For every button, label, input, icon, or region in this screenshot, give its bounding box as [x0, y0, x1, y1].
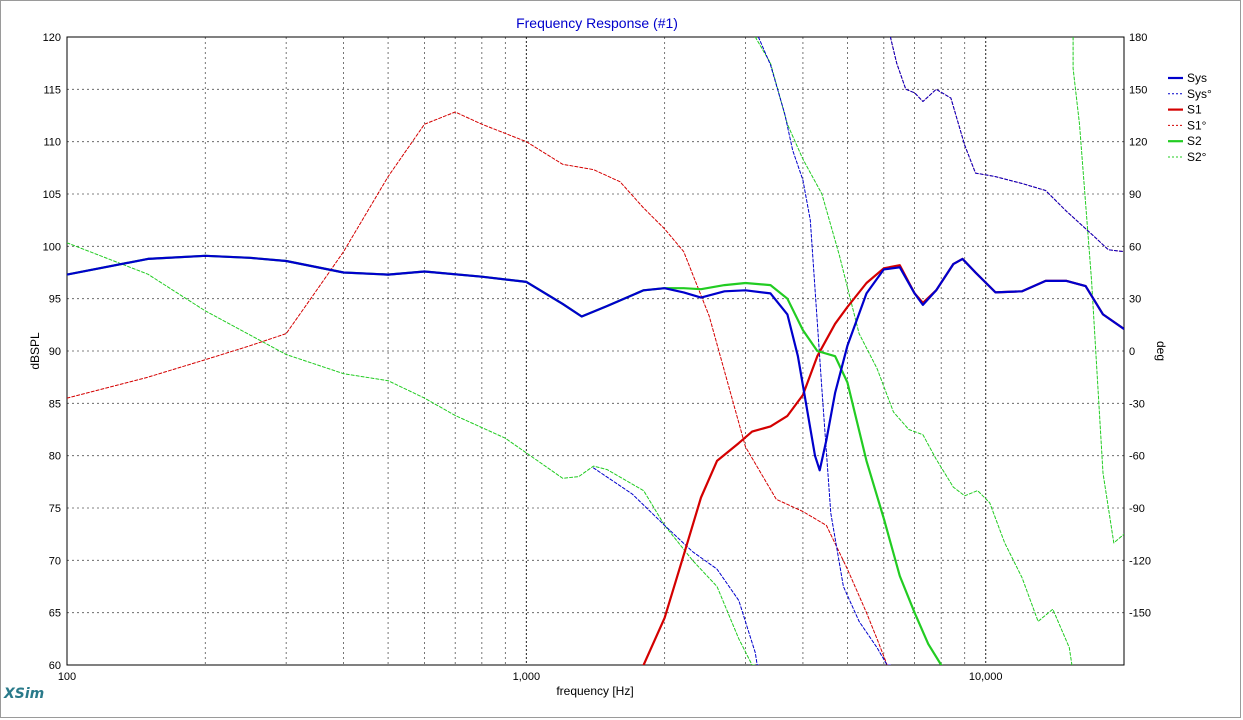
- y-tick-label-left: 75: [49, 503, 61, 515]
- grid: [67, 37, 1124, 665]
- y-tick-label-left: 85: [49, 398, 61, 410]
- series-line-s2: [67, 254, 943, 665]
- y-tick-label-left: 95: [49, 294, 61, 306]
- y-tick-label-right: -30: [1129, 398, 1145, 410]
- y-tick-label-left: 110: [43, 137, 61, 149]
- y-tick-label-right: 60: [1129, 241, 1141, 253]
- y-tick-label-left: 105: [43, 189, 61, 201]
- x-tick-label: 10,000: [969, 671, 1003, 683]
- series-line-sys: [67, 254, 1124, 472]
- chart-title: Frequency Response (#1): [516, 15, 678, 31]
- series-line-s1-phase: [67, 37, 1124, 665]
- y-tick-label-right: -120: [1129, 555, 1151, 567]
- series-line-s1: [642, 257, 1124, 665]
- series-lines: [67, 37, 1124, 665]
- legend-label: S1°: [1187, 118, 1207, 132]
- y-tick-label-right: 180: [1129, 32, 1147, 44]
- x-tick-label: 100: [58, 671, 76, 683]
- y-tick-label-left: 70: [49, 555, 61, 567]
- xsim-logo: XSim: [4, 686, 45, 702]
- legend-label: Sys: [1187, 71, 1207, 85]
- plot-border: [66, 36, 1125, 666]
- y-tick-label-right: 90: [1129, 189, 1141, 201]
- y-tick-label-left: 120: [43, 32, 61, 44]
- y-tick-label-left: 60: [49, 660, 61, 672]
- y-tick-label-right: -90: [1129, 503, 1145, 515]
- y-tick-label-right: 0: [1129, 346, 1135, 358]
- x-axis-label: frequency [Hz]: [556, 684, 633, 698]
- y-tick-label-left: 90: [49, 346, 61, 358]
- y-tick-label-right: 30: [1129, 294, 1141, 306]
- y-tick-label-right: 120: [1129, 137, 1147, 149]
- y-tick-label-right: -60: [1129, 451, 1145, 463]
- legend-label: S2: [1187, 134, 1202, 148]
- y-tick-label-right: 150: [1129, 84, 1147, 96]
- y-tick-label-left: 65: [49, 608, 61, 620]
- y-tick-label-left: 80: [49, 451, 61, 463]
- legend-label: S2°: [1187, 150, 1207, 164]
- y-tick-label-left: 115: [43, 84, 61, 96]
- legend-label: S1: [1187, 103, 1202, 117]
- y-axis-label-left: dBSPL: [28, 332, 42, 370]
- x-tick-label: 1,000: [513, 671, 541, 683]
- series-line-s2-phase: [67, 37, 1124, 665]
- y-axis-label-right: deg: [1154, 341, 1168, 361]
- y-tick-label-right: -150: [1129, 608, 1151, 620]
- legend-label: Sys°: [1187, 87, 1212, 101]
- series-line-sys-phase: [593, 37, 1124, 665]
- y-tick-label-left: 100: [43, 241, 61, 253]
- tick-labels: 60 65 70 75 80 85 90 95 100 105 110 115 120 -150 -120 -…: [43, 32, 1151, 683]
